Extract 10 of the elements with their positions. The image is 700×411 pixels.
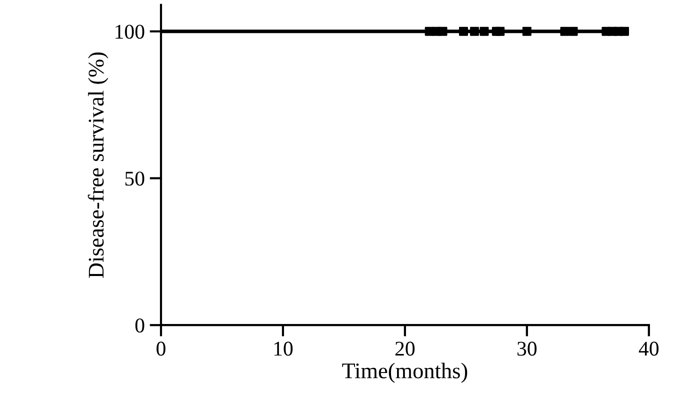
x-tick-label: 40	[638, 342, 659, 356]
x-tick-label: 30	[518, 342, 537, 356]
x-axis-title: Time(months)	[342, 362, 468, 383]
y-tick-label: 100	[116, 24, 144, 39]
y-axis-title: Disease-free survival (%)	[88, 52, 108, 278]
x-tick-label: 10	[274, 342, 293, 356]
x-tick-label: 20	[395, 342, 415, 356]
y-tick-label: 50	[125, 172, 144, 186]
x-tick-label: 0	[156, 342, 166, 356]
y-tick-label: 0	[135, 318, 144, 333]
